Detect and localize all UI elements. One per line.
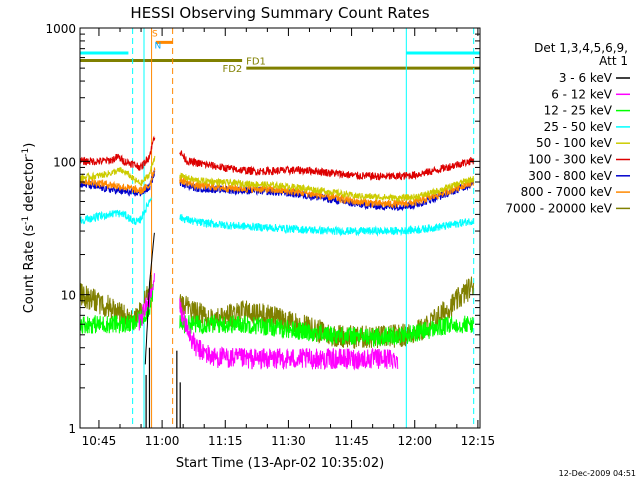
legend-label-0: 3 - 6 keV: [559, 71, 613, 85]
series-line-8: [79, 135, 474, 181]
y-axis-label-main: Count Rate (s: [22, 225, 37, 314]
series-line-2: [138, 273, 399, 371]
legend-label-2: 12 - 25 keV: [544, 104, 613, 118]
x-tick-label-0: 10:45: [82, 434, 117, 448]
series-lines: [79, 135, 474, 428]
y-axis-label-mid: detector: [22, 156, 37, 216]
legend-header-0: Det 1,3,4,5,6,9,: [534, 41, 628, 55]
x-tick-label-4: 11:45: [334, 434, 369, 448]
y-axis-label: Count Rate (s-1 detector-1): [21, 143, 37, 314]
legend-label-6: 300 - 800 keV: [528, 169, 612, 183]
x-axis: 10:45 11:00 11:15 11:30 11:45 12:00 12:15: [82, 28, 496, 448]
y-tick-label-0: 1: [68, 422, 76, 436]
y-axis-label-end: ): [22, 143, 37, 148]
series-line-3: [144, 232, 155, 365]
x-tick-label-3: 11:30: [271, 434, 306, 448]
chart-title: HESSI Observing Summary Count Rates: [130, 4, 429, 22]
legend-label-8: 7000 - 20000 keV: [505, 201, 612, 215]
series-line-4: [79, 196, 474, 237]
series-line-1: [79, 283, 474, 348]
legend-label-7: 800 - 7000 keV: [521, 185, 613, 199]
y-tick-label-3: 1000: [45, 22, 76, 36]
series-line-7: [79, 155, 474, 203]
x-tick-label-6: 12:15: [461, 434, 496, 448]
y-axis: 1 10 100 1000: [45, 22, 480, 436]
x-tick-label-5: 12:00: [397, 434, 432, 448]
y-tick-label-1: 10: [61, 289, 76, 303]
legend-label-4: 50 - 100 keV: [536, 136, 613, 150]
plot-area: [79, 27, 481, 429]
x-tick-label-1: 11:00: [145, 434, 180, 448]
y-axis-label-sup1: -1: [21, 216, 31, 225]
flag-letter-0: S: [152, 30, 158, 40]
legend-label-3: 25 - 50 keV: [544, 120, 613, 134]
vertical-markers: [132, 28, 475, 428]
flag-bars: FD1 FD2 SN: [80, 30, 480, 75]
flag-letter-1: N: [155, 42, 162, 52]
date-stamp: 12-Dec-2009 04:51: [559, 469, 636, 478]
x-tick-label-2: 11:15: [208, 434, 243, 448]
flag-bar-label-3: FD1: [246, 57, 266, 68]
y-axis-label-sup2: -1: [21, 148, 31, 157]
legend-header-1: Att 1: [599, 54, 628, 68]
legend-label-5: 100 - 300 keV: [528, 153, 612, 167]
y-tick-label-2: 100: [53, 155, 76, 169]
legend-label-1: 6 - 12 keV: [551, 87, 613, 101]
legend: Det 1,3,4,5,6,9,Att 1 3 - 6 keV 6 - 12 keV…: [505, 41, 630, 215]
x-axis-label: Start Time (13-Apr-02 10:35:02): [176, 456, 384, 471]
flag-bar-label-4: FD2: [222, 64, 242, 75]
